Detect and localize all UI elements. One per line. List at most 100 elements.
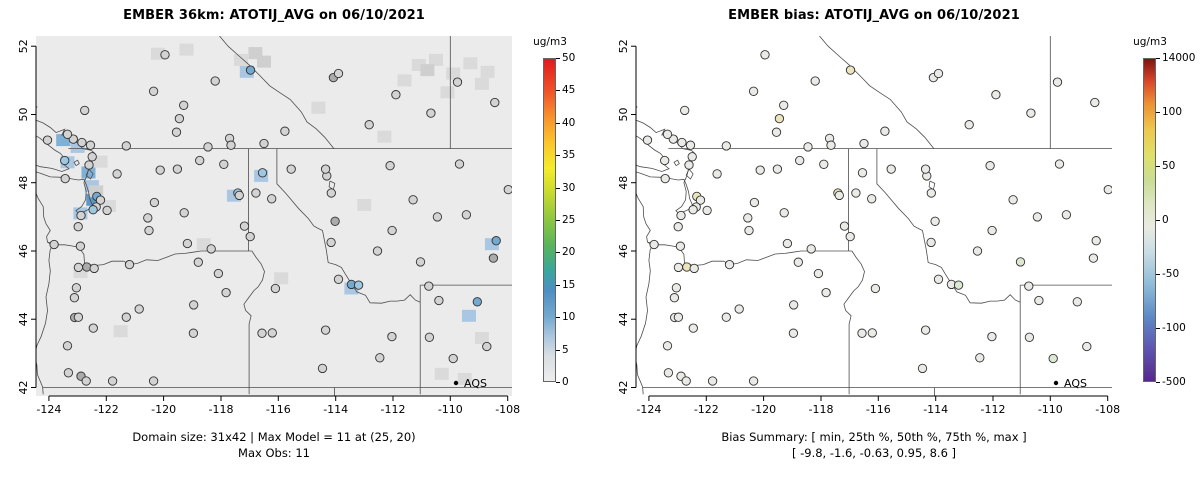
footer-model: Domain size: 31x42 | Max Model = 11 at (… [0,429,548,461]
aqs-site-marker [991,90,1001,100]
aqs-site-marker [676,210,686,221]
y-tick-label: 44 [617,312,630,326]
aqs-site-marker [748,86,759,96]
aqs-site-marker [774,113,785,124]
aqs-site-marker [707,376,718,386]
model-raster-cell [397,74,412,87]
footer-line-domain: Domain size: 31x42 | Max Model = 11 at (… [132,430,416,444]
aqs-site-marker [810,76,820,86]
map-border-line [276,148,421,304]
aqs-site-marker [1082,341,1092,352]
aqs-site-marker [88,323,98,333]
footer-bias: Bias Summary: [ min, 25th %, 50th %, 75t… [600,429,1148,461]
aqs-site-marker [779,208,789,218]
aqs-site-marker [953,280,964,290]
aqs-site-marker [917,363,928,374]
aqs-site-marker [1032,212,1043,222]
y-tick-label: 48 [17,176,30,190]
colorbar-model [543,58,556,382]
aqs-site-marker [87,152,97,162]
aqs-site-marker [834,190,844,201]
y-tick-label: 44 [17,312,30,326]
model-raster-cell [462,309,476,322]
site-markers-layer [642,50,1112,386]
x-tick-label: -112 [381,403,406,416]
y-tick-label: 42 [17,381,30,395]
aqs-site-marker [415,257,426,267]
aqs-site-marker [95,195,106,205]
model-raster-cell [93,155,108,168]
aqs-site-marker [82,262,92,272]
aqs-site-marker [793,257,803,267]
map-border-line [73,159,80,167]
aqs-site-marker [259,138,269,149]
aqs-site-marker [488,253,499,263]
aqs-site-marker [121,312,131,322]
aqs-site-marker [779,100,789,110]
aqs-site-marker [245,231,255,242]
aqs-site-marker [806,244,816,254]
aqs-site-marker [859,138,869,149]
aqs-site-marker [148,376,159,386]
aqs-site-marker [385,161,395,171]
aqs-site-marker [1072,297,1082,307]
x-tick-label: -120 [751,403,776,416]
aqs-site-marker [880,126,890,136]
map-border-line [243,250,265,395]
aqs-site-marker [1034,295,1044,306]
aqs-site-marker [213,268,224,279]
aqs-site-marker [795,155,805,166]
aqs-site-marker [280,126,290,136]
map-border-line [36,192,53,395]
axes: -124 -122 -120 -118 -116 -114 -112 -110 -108 42 44… [617,39,1120,416]
aqs-site-marker [71,283,82,293]
aqs-site-marker [221,287,231,298]
aqs-site-marker [179,208,189,218]
model-raster-cell [474,332,489,344]
aqs-site-marker [353,280,364,290]
aqs-site-marker [662,129,673,139]
aqs-site-marker [432,212,443,222]
aqs-site-marker [155,165,165,175]
aqs-site-marker [326,188,336,198]
aqs-site-marker [424,281,434,291]
y-tick-label: 52 [17,39,30,53]
aqs-site-marker [886,164,896,174]
aqs-site-marker [870,283,881,294]
aqs-site-marker [1091,236,1101,246]
aqs-site-marker [257,168,268,178]
model-raster-cell [234,53,248,66]
aqs-site-marker [387,331,397,342]
aqs-site-marker [189,300,199,310]
aqs-site-marker [702,205,712,216]
aqs-site-marker [448,353,458,364]
model-raster-cell [446,67,461,80]
aqs-site-marker [685,140,696,150]
aqs-site-marker [491,236,501,246]
aqs-site-marker [972,246,983,256]
aqs-site-marker [782,238,793,249]
aqs-site-marker [673,262,684,273]
aqs-site-marker [73,222,83,232]
model-raster-cell [474,77,489,90]
aqs-site-marker [748,376,759,386]
aqs-site-marker [364,120,374,130]
aqs-site-marker [771,127,782,137]
aqs-site-marker [845,231,855,242]
aqs-site-marker [60,155,70,166]
map-border-line [876,148,1021,304]
map-border-line [928,180,936,191]
aqs-site-marker [675,241,686,251]
aqs-site-marker [267,194,277,204]
aqs-site-marker [662,341,673,351]
aqs-site-marker [472,297,482,307]
x-tick-label: -118 [209,403,234,416]
aqs-site-marker [1052,77,1063,87]
footer-line-bias-values: [ -9.8, -1.6, -0.63, 0.95, 8.6 ] [791,446,957,460]
aqs-site-marker [320,164,331,174]
map-border-line [636,192,653,395]
aqs-site-marker [426,108,436,118]
model-raster-cell [257,55,271,68]
aqs-site-marker [933,274,944,284]
aqs-site-marker [62,341,73,351]
